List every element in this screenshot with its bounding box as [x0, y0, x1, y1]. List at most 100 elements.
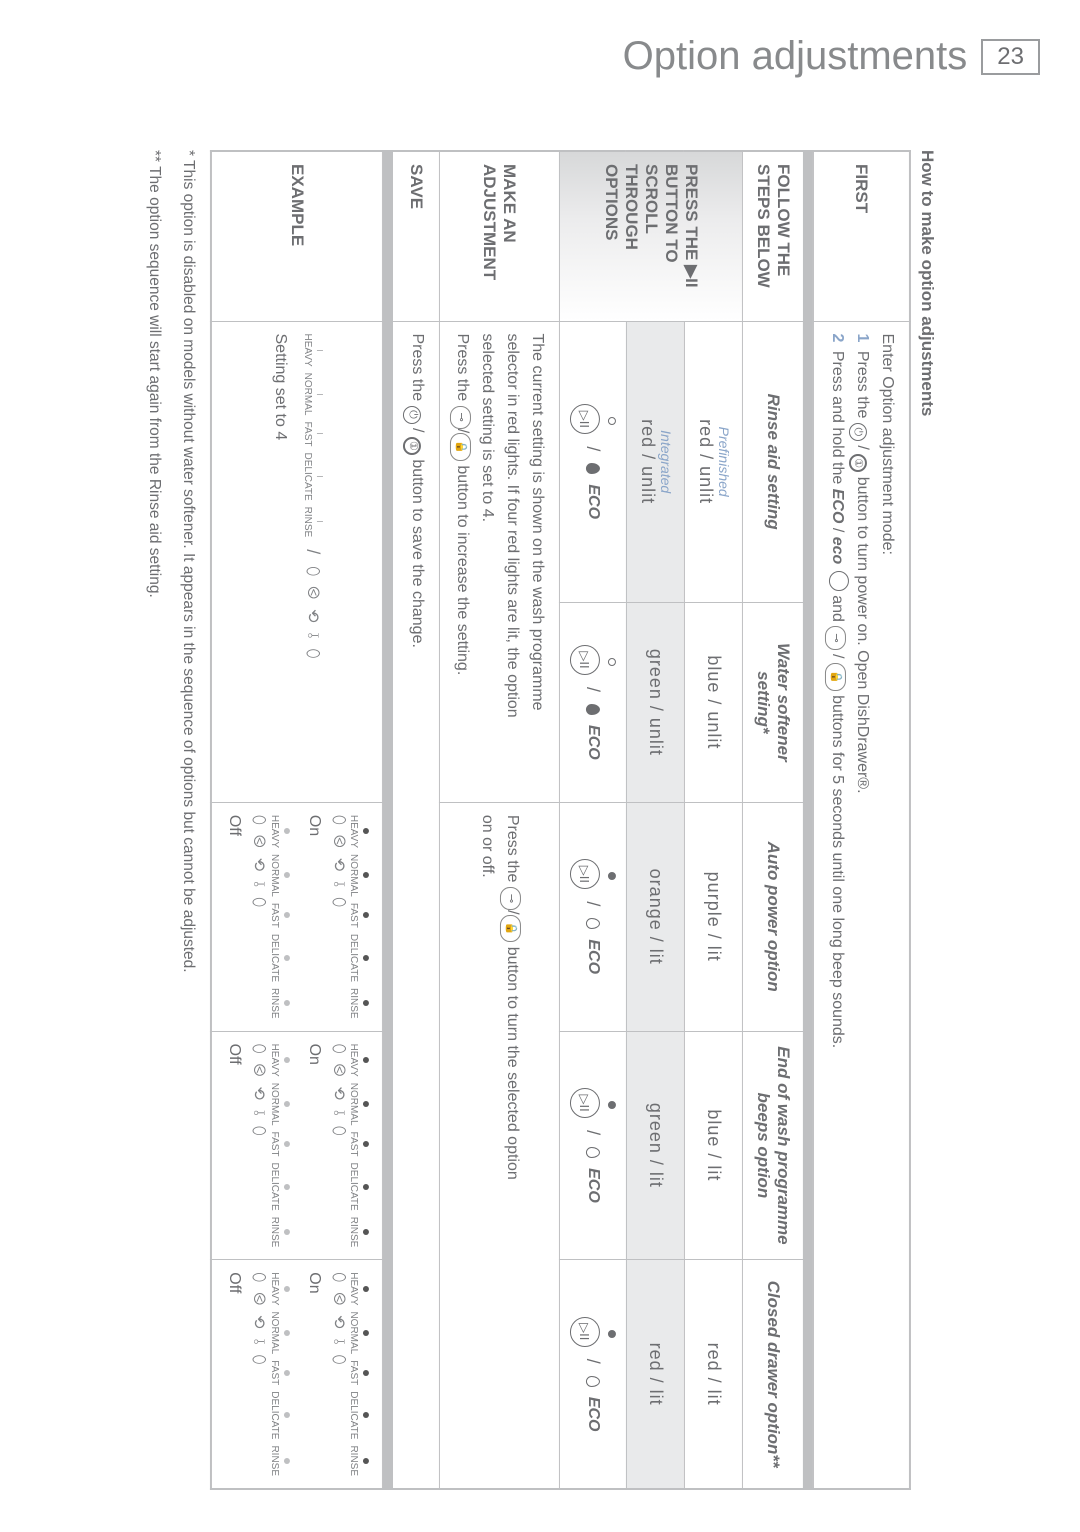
rowhead-first: FIRST [813, 151, 910, 321]
first-intro: Enter Option adjustment mode: [874, 334, 899, 1477]
col-water: Water softener setting* [742, 602, 803, 802]
col-auto: Auto power option [742, 802, 803, 1031]
pref-water-status: blue / unlit [684, 602, 742, 802]
power-icon: ⏻ [403, 406, 421, 424]
footnote-a: * This option is disabled on models with… [176, 150, 199, 1490]
keylock-icon: ⊸ [825, 626, 846, 649]
rowhead-press: PRESS THE ▶II BUTTON TO SCROLL THROUGH O… [559, 151, 742, 321]
iconcell-drawer: ▷II / ECO [559, 1260, 626, 1489]
example-endwash: HEAVYNORMALFASTDELICATERINSE ⬯⧀⟲⫱⬯ On HE… [211, 1031, 383, 1260]
col-drawer: Closed drawer option** [742, 1260, 803, 1489]
lock-icon: 🔒 [450, 433, 471, 461]
step-num-2: 2 [829, 334, 846, 343]
make-l4: Press the ⊸/🔒 button to increase the set… [450, 334, 475, 790]
keylock-icon: ⊸ [450, 406, 471, 429]
example-drawer: HEAVYNORMALFASTDELICATERINSE ⬯⧀⟲⫱⬯ On HE… [211, 1260, 383, 1489]
rowhead-follow: FOLLOW THE STEPS BELOW [742, 151, 803, 321]
col-rinse: Rinse aid setting [742, 321, 803, 602]
row-follow: FOLLOW THE STEPS BELOW Rinse aid setting… [742, 151, 803, 1489]
slash: / [409, 428, 426, 437]
make-r1: Press the ⊸/🔒 button to turn the selecte… [499, 815, 524, 1476]
step2-post: buttons for 5 seconds until one long bee… [829, 695, 846, 1048]
eco-label: ECO [584, 1397, 602, 1432]
rowhead-save: SAVE [393, 151, 440, 321]
int-auto-status: orange / lit [626, 802, 684, 1031]
iconcell-rinse: ▷II / ECO [559, 321, 626, 602]
make-left: The current setting is shown on the wash… [439, 321, 559, 802]
make-r2: on or off. [474, 815, 499, 1476]
example-auto: HEAVY NORMAL FAST DELICATE RINSE ⬯⧀⟲⫱⬯ O… [211, 802, 383, 1031]
mini-icons: ⬯⧀⟲⫱⬯ [304, 566, 320, 658]
make-l3: selected setting is set to 4. [474, 334, 499, 790]
eco-drop-icon [586, 704, 600, 715]
eco-drop-icon [586, 1147, 600, 1158]
page-header: Option adjustments 23 [623, 34, 1040, 79]
pref-auto-status: purple / lit [684, 802, 742, 1031]
eco-label: ECO [584, 725, 602, 760]
step2-and: and [829, 595, 846, 626]
label-integrated: Integrated [658, 334, 674, 590]
iconcell-endwash: ▷II / ECO [559, 1031, 626, 1260]
row-first: FIRST Enter Option adjustment mode: 1 Pr… [813, 151, 910, 1489]
cell-int-rinse: Integrated red / unlit [626, 321, 684, 602]
playpause-icon: ▷II [570, 645, 600, 675]
example-left: HEAVY NORMAL FAST DELICATE RINSE / ⬯⧀⟲⫱⬯… [211, 321, 383, 802]
row-press-pref: PRESS THE ▶II BUTTON TO SCROLL THROUGH O… [684, 151, 742, 1489]
label-prefinished: Prefinished [716, 334, 732, 590]
section-label: How to make option adjustments [917, 150, 937, 1490]
first-step1: 1 Press the ⏻ / ① button to turn power o… [849, 334, 875, 1477]
slash: / [829, 528, 846, 537]
example-setting-label: Setting set to 4 [268, 334, 293, 441]
int-rinse-status: red / unlit [637, 334, 658, 590]
page-number: 23 [981, 39, 1040, 75]
p-heavy: HEAVY [302, 334, 313, 367]
p-rinse: RINSE [302, 507, 313, 538]
playpause-icon: ▷II [570, 1088, 600, 1118]
p-normal: NORMAL [302, 373, 313, 416]
save-body: Press the ⏻ / ① button to save the chang… [393, 321, 440, 1489]
keylock-icon: ⊸ [500, 887, 521, 910]
playpause-icon: ▷II [570, 1317, 600, 1347]
eco-drop-icon [586, 918, 600, 929]
page-title: Option adjustments [623, 34, 968, 79]
int-endwash-status: green / lit [626, 1031, 684, 1260]
step1-pre: Press the [854, 351, 871, 423]
slash: / [829, 654, 846, 663]
row-make: MAKE AN ADJUSTMENT The current setting i… [439, 151, 559, 1489]
p-fast: FAST [302, 421, 313, 446]
separator-band [803, 151, 813, 1489]
label-on: On [301, 815, 326, 1019]
step2-pre: Press and hold the [829, 351, 846, 489]
make-l1: The current setting is shown on the wash… [524, 334, 549, 790]
row-press-icons: ▷II / ECO ▷II / ECO ▷I [559, 151, 626, 1489]
playpause-icon: ▷II [570, 859, 600, 889]
panel-strip: HEAVY NORMAL FAST DELICATE RINSE / ⬯⧀⟲⫱⬯ [298, 334, 326, 659]
power-icon-alt: ① [403, 437, 421, 455]
lock-icon: 🔒 [825, 663, 846, 691]
panel-strip-off: HEAVY NORMAL FAST DELICATE RINSE [266, 815, 293, 1019]
rowhead-example: EXAMPLE [211, 151, 383, 321]
adjustments-table: FIRST Enter Option adjustment mode: 1 Pr… [210, 150, 911, 1490]
int-drawer-status: red / lit [626, 1260, 684, 1489]
eco-leaf-icon [829, 571, 849, 591]
eco-label-a: ECO [829, 489, 846, 524]
lock-icon: 🔒 [500, 915, 521, 943]
iconcell-auto: ▷II / ECO [559, 802, 626, 1031]
eco-label: ECO [584, 939, 602, 974]
int-water-status: green / unlit [626, 602, 684, 802]
power-icon-alt: ① [849, 454, 867, 472]
row-example: EXAMPLE HEAVY NORMAL FAST DELICATE RINSE… [211, 151, 383, 1489]
pref-drawer-status: red / lit [684, 1260, 742, 1489]
col-endwash: End of wash programme beeps option [742, 1031, 803, 1260]
rowhead-make: MAKE AN ADJUSTMENT [439, 151, 559, 321]
pref-endwash-status: blue / lit [684, 1031, 742, 1260]
make-right: Press the ⊸/🔒 button to turn the selecte… [439, 802, 559, 1489]
row-save: SAVE Press the ⏻ / ① button to save the … [393, 151, 440, 1489]
footnote-b: ** The option sequence will start again … [143, 150, 166, 1490]
eco-label: ECO [584, 484, 602, 519]
step-num-1: 1 [854, 334, 871, 343]
label-off: Off [222, 815, 247, 1019]
panel-strip-on: HEAVY NORMAL FAST DELICATE RINSE [346, 815, 373, 1019]
power-icon: ⏻ [849, 423, 867, 441]
pref-rinse-status: red / unlit [695, 334, 716, 590]
